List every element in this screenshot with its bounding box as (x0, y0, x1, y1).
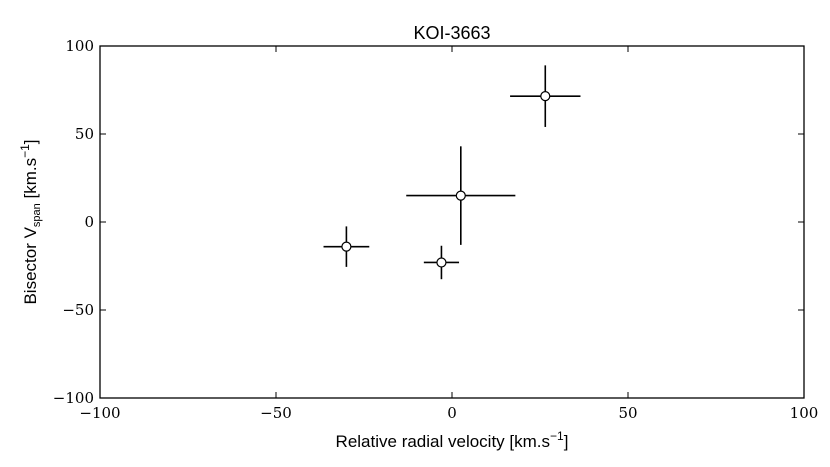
data-point (406, 146, 516, 245)
data-point (510, 65, 581, 127)
x-tick-label: −50 (260, 404, 292, 422)
point-marker (436, 257, 447, 268)
y-tick-label: 0 (84, 213, 94, 231)
y-tick-label: 50 (75, 125, 94, 143)
chart-title: KOI-3663 (413, 23, 490, 43)
y-tick-label: 100 (65, 37, 94, 55)
y-axis: −100 −50 0 50 100 (53, 37, 804, 407)
y-tick-label: −100 (53, 389, 94, 407)
x-tick-label: 100 (790, 404, 819, 422)
x-axis-label-main: Relative radial velocity [km.s (336, 432, 550, 451)
x-tick-label: 50 (618, 404, 637, 422)
y-tick-label: −50 (62, 301, 94, 319)
data-point (423, 245, 460, 280)
x-axis: −100 −50 0 50 100 (79, 46, 818, 422)
y-axis-label-subscript: span (31, 203, 43, 227)
x-axis-label: Relative radial velocity [km.s−1] (336, 429, 569, 451)
plot-area: −100 −50 0 50 100 −100 −50 0 50 100 (53, 37, 819, 422)
point-marker (341, 241, 352, 252)
x-axis-label-superscript: −1 (550, 429, 564, 443)
plot-frame (99, 45, 805, 399)
x-tick-label: 0 (447, 404, 457, 422)
point-marker (455, 190, 466, 201)
point-marker (540, 91, 551, 102)
y-axis-label-superscript: −1 (18, 144, 32, 158)
y-axis-label-rest: [km.s (21, 158, 40, 203)
x-axis-label-end: ] (564, 432, 569, 451)
y-axis-label-end: ] (21, 139, 40, 144)
data-point (323, 226, 370, 267)
y-axis-label: Bisector Vspan [km.s−1] (18, 139, 43, 304)
data-points (323, 65, 581, 280)
y-axis-label-main: Bisector V (21, 226, 40, 304)
x-tick-label: −100 (79, 404, 120, 422)
